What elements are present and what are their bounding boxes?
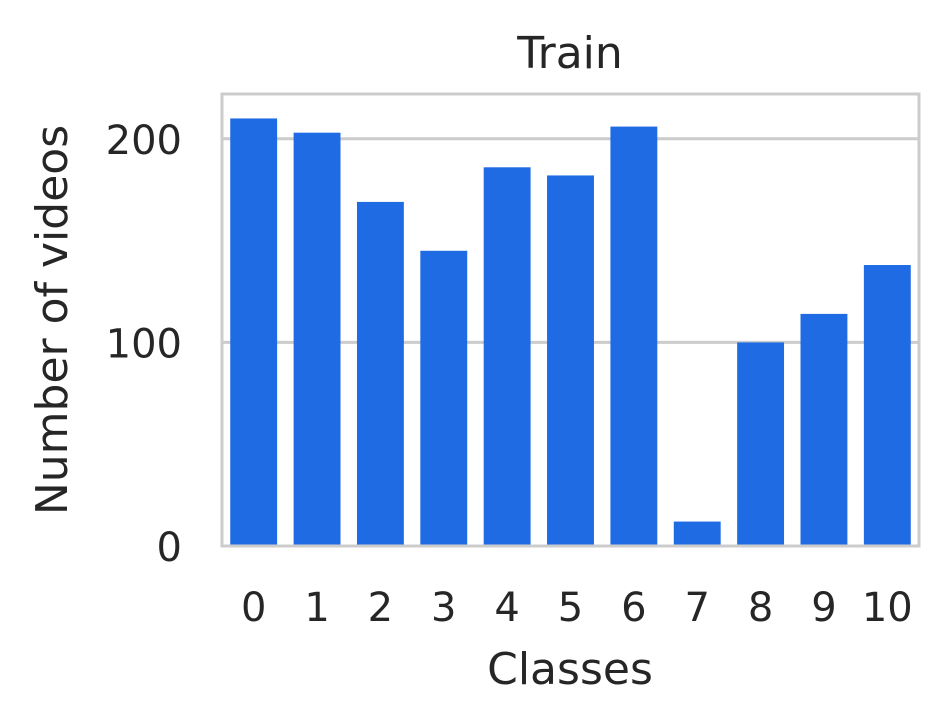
y-tick-labels: 0 100 200 bbox=[106, 118, 182, 571]
plot-frame bbox=[220, 92, 921, 548]
bar bbox=[293, 132, 341, 546]
bar bbox=[737, 342, 785, 546]
x-tick-label: 9 bbox=[811, 585, 836, 631]
bar bbox=[863, 265, 911, 546]
x-tick-label: 0 bbox=[241, 585, 266, 631]
x-tick-label: 5 bbox=[558, 585, 583, 631]
chart-title: Train bbox=[516, 28, 623, 79]
x-axis-label: Classes bbox=[487, 644, 653, 695]
x-tick-label: 2 bbox=[368, 585, 393, 631]
bar bbox=[230, 118, 278, 546]
x-tick-label: 4 bbox=[494, 585, 519, 631]
x-tick-label: 7 bbox=[685, 585, 710, 631]
y-axis-label: Number of videos bbox=[27, 125, 78, 515]
x-tick-label: 1 bbox=[304, 585, 329, 631]
bar bbox=[610, 126, 658, 547]
bar bbox=[356, 201, 404, 546]
y-tick-label: 100 bbox=[106, 321, 182, 367]
bar bbox=[547, 175, 594, 546]
bar bbox=[483, 167, 531, 546]
bar bbox=[420, 250, 468, 546]
bar bbox=[800, 313, 848, 546]
x-tick-label: 3 bbox=[431, 585, 456, 631]
x-tick-label: 10 bbox=[862, 585, 913, 631]
y-tick-label: 200 bbox=[106, 118, 182, 164]
x-tick-labels: 0 1 2 3 4 5 6 7 8 9 10 bbox=[241, 585, 913, 631]
x-tick-label: 8 bbox=[748, 585, 773, 631]
bars bbox=[230, 118, 911, 547]
bar bbox=[673, 521, 721, 546]
y-tick-label: 0 bbox=[157, 525, 182, 571]
x-tick-label: 6 bbox=[621, 585, 646, 631]
